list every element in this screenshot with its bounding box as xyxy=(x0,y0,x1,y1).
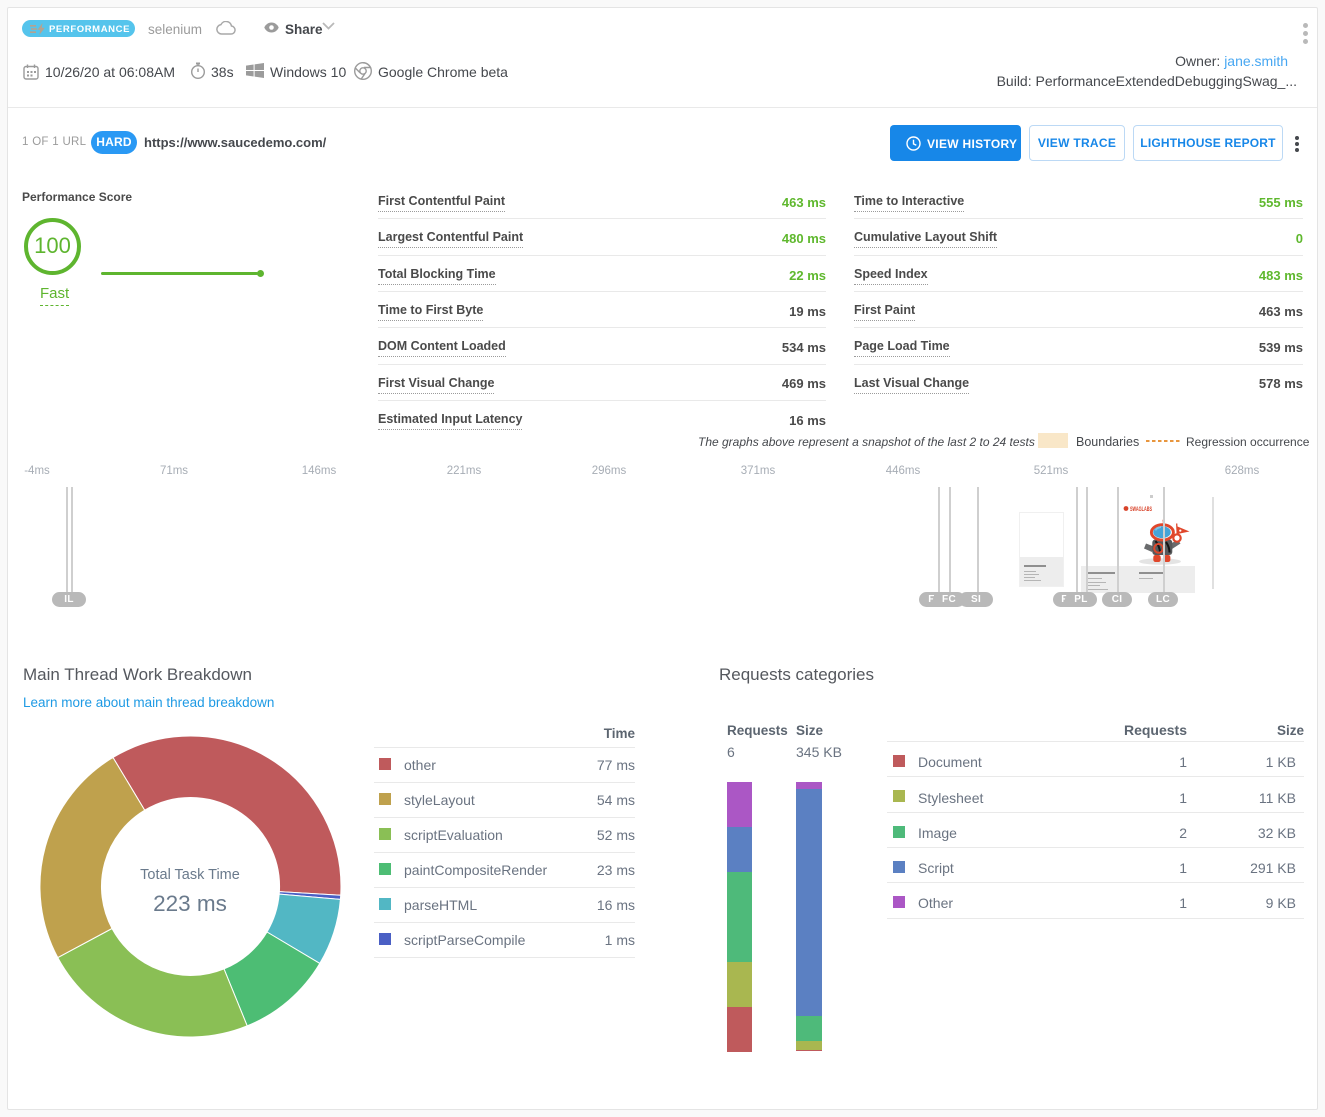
svg-text:SWAGLABS: SWAGLABS xyxy=(1130,507,1152,512)
